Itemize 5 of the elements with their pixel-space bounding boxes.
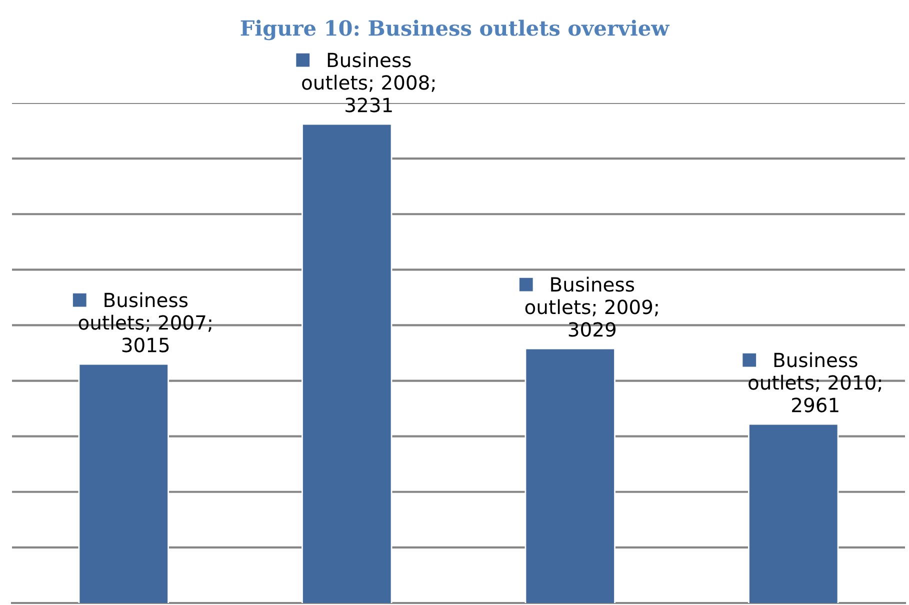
data-label: Business outlets; 2010; 2961: [748, 352, 881, 412]
data-label: Business outlets; 2007; 3015: [78, 292, 212, 352]
chart-title: Figure 10: Business outlets overview: [240, 20, 670, 40]
data-label: Business outlets; 2009; 3029: [525, 276, 658, 337]
data-label: Business outlets; 2008; 3231: [302, 52, 434, 112]
